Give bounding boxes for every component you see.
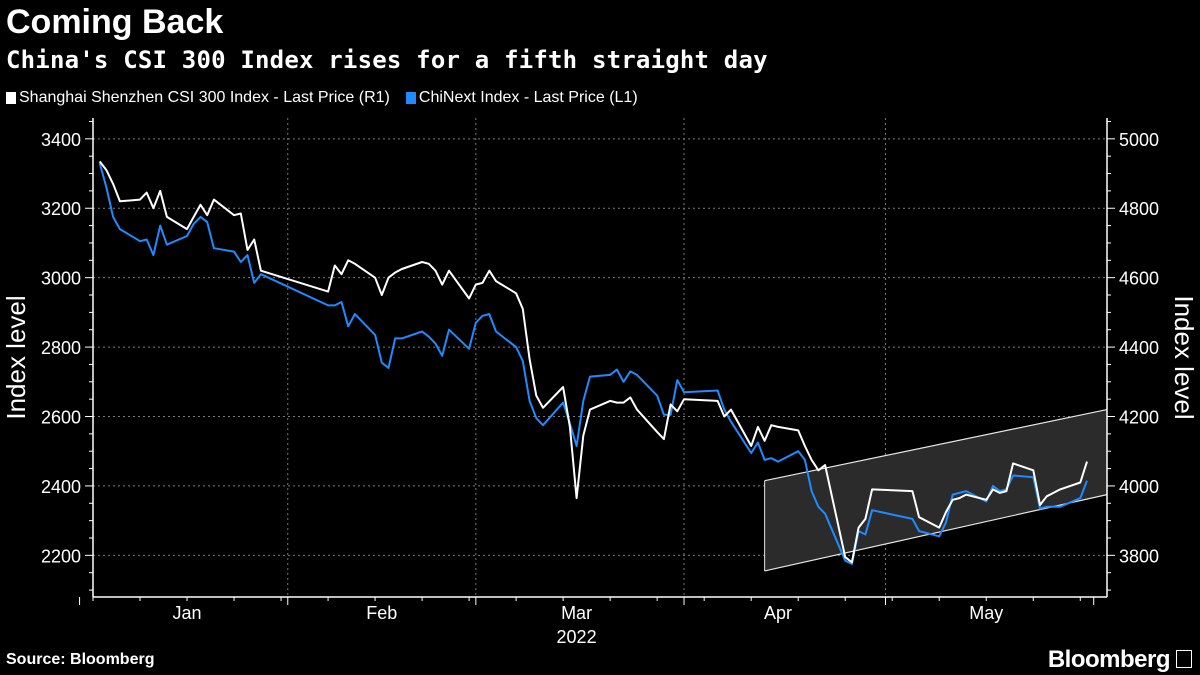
right-axis-tick-label: 4400 (1119, 338, 1159, 358)
right-axis-tick-label: 4000 (1119, 477, 1159, 497)
left-axis-tick-label: 3400 (41, 130, 81, 150)
legend-item-csi300: Shanghai Shenzhen CSI 300 Index - Last P… (6, 89, 390, 107)
left-axis-tick-label: 3200 (41, 199, 81, 219)
trend-channel-band (764, 409, 1107, 571)
x-axis-tick-label: Mar (561, 603, 592, 623)
x-axis-tick-label: Apr (764, 603, 792, 623)
right-axis-tick-label: 4800 (1119, 199, 1159, 219)
legend: Shanghai Shenzhen CSI 300 Index - Last P… (6, 89, 638, 107)
legend-label-chinext: ChiNext Index - Last Price (L1) (418, 89, 638, 106)
right-axis-tick-label: 4200 (1119, 408, 1159, 428)
left-axis-tick-label: 2800 (41, 338, 81, 358)
left-axis-tick-label: 3000 (41, 269, 81, 289)
right-axis-tick-label: 4600 (1119, 269, 1159, 289)
series-line-csi300 (98, 160, 1088, 564)
logo-box-icon (1176, 650, 1192, 668)
x-axis-tick-label: May (969, 603, 1003, 623)
series-line-chinext (98, 162, 1088, 565)
x-axis-tick-label: Feb (366, 603, 397, 623)
x-axis-tick-label: Jan (173, 603, 202, 623)
legend-label-csi300: Shanghai Shenzhen CSI 300 Index - Last P… (19, 89, 390, 106)
left-axis-tick-label: 2400 (41, 477, 81, 497)
legend-item-chinext: ChiNext Index - Last Price (L1) (405, 89, 638, 107)
left-axis-title: Index level (1, 295, 31, 419)
source-note: Source: Bloomberg (6, 651, 155, 668)
x-axis-year-label: 2022 (557, 627, 597, 647)
bloomberg-logo: Bloomberg (1047, 646, 1171, 673)
left-axis-tick-label: 2200 (41, 546, 81, 566)
right-axis-tick-label: 5000 (1119, 130, 1159, 150)
legend-swatch-csi300 (6, 92, 16, 104)
chart-subtitle: China's CSI 300 Index rises for a fifth … (6, 46, 768, 74)
legend-swatch-chinext (405, 92, 416, 104)
right-axis-tick-label: 3800 (1119, 546, 1159, 566)
right-axis-title: Index level (1169, 295, 1199, 419)
left-axis-tick-label: 2600 (41, 408, 81, 428)
chart-title: Coming Back (6, 3, 224, 41)
